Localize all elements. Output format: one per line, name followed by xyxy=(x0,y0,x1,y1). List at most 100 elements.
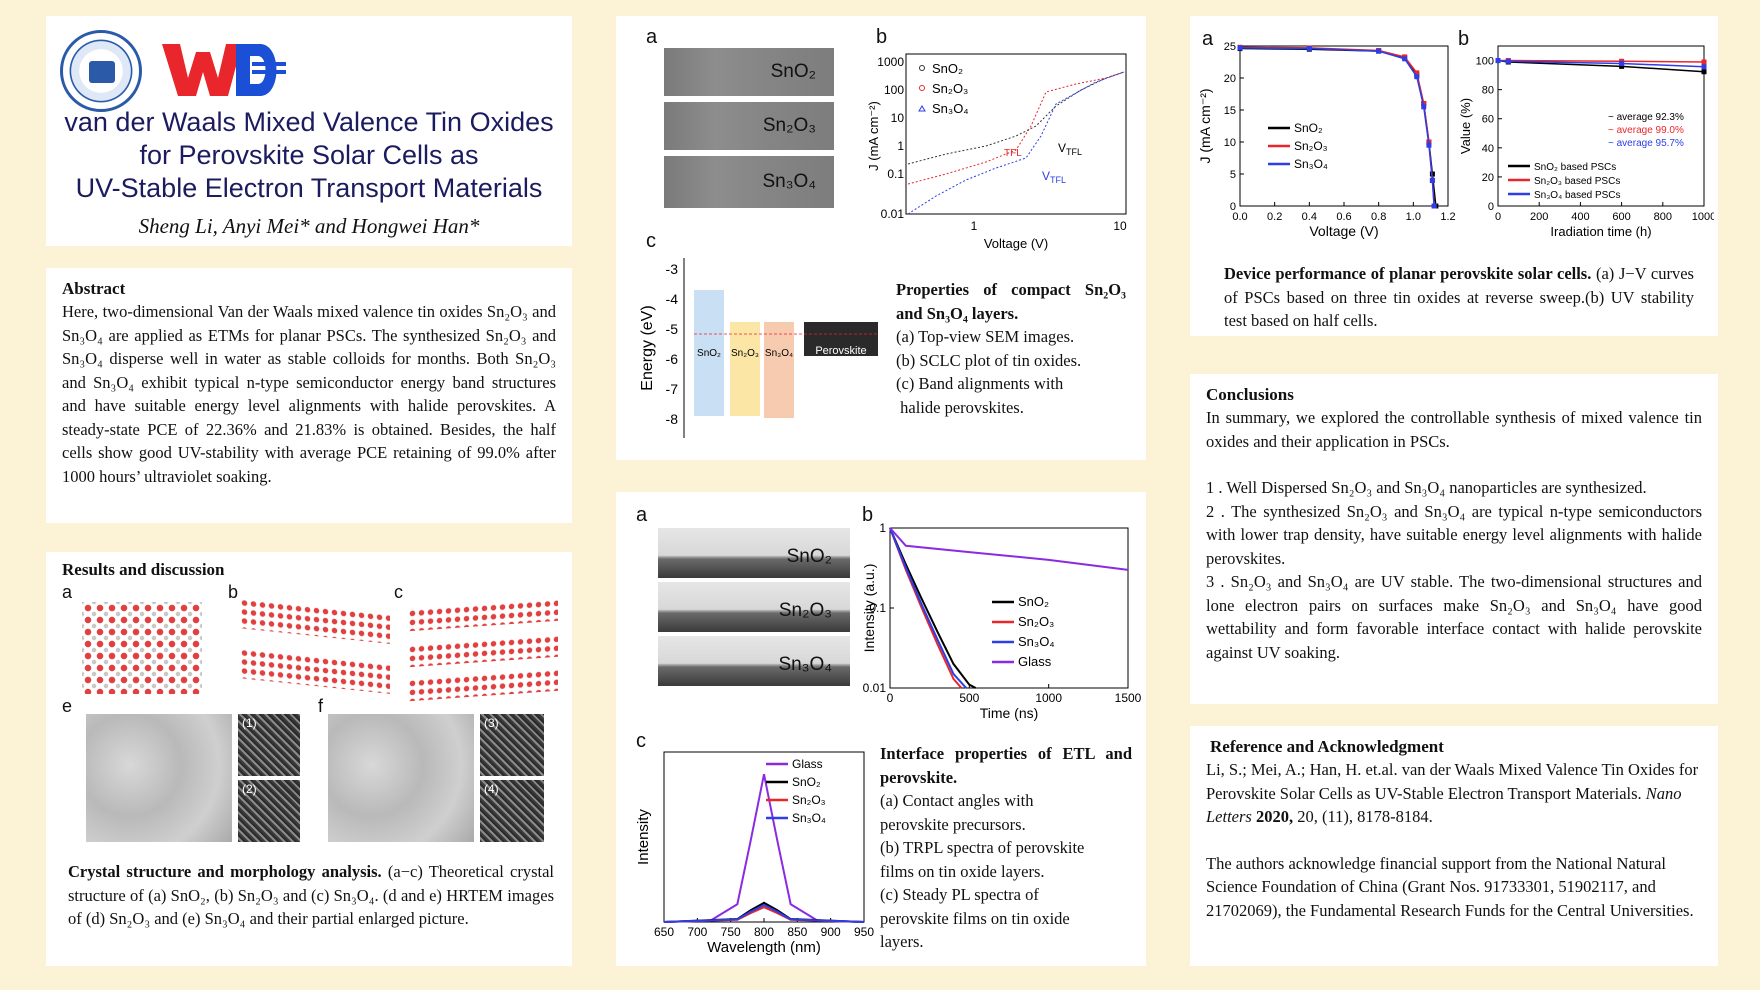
legend-label: SnO₂ based PSCs xyxy=(1534,162,1616,173)
legend-label: Sn₃O₄ xyxy=(1018,634,1055,649)
contact-angle-image: Sn₂O₃ xyxy=(658,582,850,632)
panel-label: c xyxy=(646,230,656,252)
data-point xyxy=(1402,56,1408,62)
caption-line: (b) TRPL spectra of perovskite xyxy=(880,838,1085,857)
svg-text:0.01: 0.01 xyxy=(881,207,905,221)
data-point xyxy=(1619,60,1625,66)
x-axis-label: Time (ns) xyxy=(980,705,1039,721)
y-tick-label: 60 xyxy=(1482,114,1494,126)
y-tick-label: 15 xyxy=(1224,105,1236,117)
data-point xyxy=(1701,64,1707,70)
caption-line: films on tin oxide layers. xyxy=(880,861,1045,881)
caption-line: layers. xyxy=(880,932,924,951)
legend-label: Sn₃O₄ xyxy=(792,811,826,825)
caption-line: perovskite films on tin oxide xyxy=(880,908,1070,928)
hrtem-inset: (1) xyxy=(238,714,300,776)
caption-title: Device performance of planar perovskite … xyxy=(1224,264,1592,283)
svg-text:10: 10 xyxy=(891,111,905,125)
university-seal-logo xyxy=(60,30,142,112)
x-tick-label: 650 xyxy=(654,925,674,939)
abstract-panel: Abstract Here, two-dimensional Van der W… xyxy=(46,268,572,523)
legend-label: SnO₂ xyxy=(792,775,821,789)
abstract-text: Here, two-dimensional Van der Waals mixe… xyxy=(62,302,556,486)
x-tick-label: 700 xyxy=(687,925,707,939)
svg-text:1: 1 xyxy=(897,139,904,153)
x-tick-label: 850 xyxy=(787,925,807,939)
panel-label: b xyxy=(876,26,888,48)
sem-image: Sn₂O₃ xyxy=(664,102,834,150)
svg-text:J (mA cm⁻²): J (mA cm⁻²) xyxy=(866,101,881,171)
title-line: van der Waals Mixed Valence Tin Oxides xyxy=(64,107,554,137)
series-line xyxy=(889,527,977,689)
hrtem-inset: (4) xyxy=(480,780,544,842)
caption-title: Interface properties of ETL and perovski… xyxy=(880,744,1132,787)
x-tick-label: 600 xyxy=(1612,211,1630,223)
x-tick-label: 900 xyxy=(821,925,841,939)
legend-label: Glass xyxy=(1018,654,1052,669)
svg-text:-3: -3 xyxy=(666,261,679,277)
title-line: for Perovskite Solar Cells as xyxy=(139,140,479,170)
series-line xyxy=(1239,46,1435,207)
panel-label: a xyxy=(636,504,648,526)
caption-line: (c) Steady PL spectra of xyxy=(880,885,1039,904)
x-tick-label: 1.2 xyxy=(1440,211,1455,223)
panel-label: c xyxy=(636,730,646,752)
data-point xyxy=(1505,58,1511,64)
caption-title: Properties of compact Sn₂O₃ and Sn₃O₄ la… xyxy=(896,280,1126,323)
trpl-chart: 0 500 1000 1500 1 0.1 0.01 Time (ns) Intensity (… xyxy=(862,521,1142,721)
poster-title: van der Waals Mixed Valence Tin Oxides f… xyxy=(46,106,572,205)
acknowledgment: The authors acknowledge financial suppor… xyxy=(1206,853,1694,920)
x-tick-label: 0 xyxy=(1495,211,1501,223)
device-caption: Device performance of planar perovskite … xyxy=(1224,262,1694,333)
panel-label: a xyxy=(1202,28,1214,50)
authors: Sheng Li, Anyi Mei* and Hongwei Han* xyxy=(138,214,480,238)
svg-text:Sn₃O₄: Sn₃O₄ xyxy=(765,348,793,359)
svg-text:10: 10 xyxy=(1113,219,1127,233)
x-tick-label: 800 xyxy=(1654,211,1672,223)
panel-label: e xyxy=(62,696,73,716)
svg-text:VTFL: VTFL xyxy=(1042,169,1066,185)
data-point xyxy=(1431,203,1437,209)
jv-chart: 0.0 0.2 0.4 0.6 0.8 1.0 1.2 0 5 10 15 20 25 Voltage (… xyxy=(1198,41,1456,239)
series-line xyxy=(889,527,1129,571)
pl-chart: 650 700 750 800 850 900 950 Wavelength (nm) Inte… xyxy=(636,751,874,956)
y-axis-label: Intensity xyxy=(636,809,652,865)
y-tick-label: 80 xyxy=(1482,85,1494,97)
x-tick-label: 0.8 xyxy=(1371,211,1386,223)
y-tick-label: 5 xyxy=(1230,169,1236,181)
sem-image: SnO₂ xyxy=(664,48,834,96)
x-tick-label: 0 xyxy=(887,691,894,705)
svg-text:SnO₂: SnO₂ xyxy=(697,348,721,359)
x-axis-label: Iradiation time (h) xyxy=(1550,224,1651,239)
y-tick-label: 10 xyxy=(1224,137,1236,149)
sem-image: Sn₃O₄ xyxy=(664,156,834,208)
wd-brand-logo xyxy=(158,38,286,102)
svg-text:Sn₃O₄: Sn₃O₄ xyxy=(932,101,969,116)
svg-text:TFL: TFL xyxy=(1004,148,1022,159)
legend-label: Sn₂O₃ xyxy=(1294,139,1328,153)
data-point xyxy=(1619,63,1625,69)
svg-text:Perovskite: Perovskite xyxy=(815,345,866,357)
data-point xyxy=(1306,46,1312,52)
x-tick-label: 0.6 xyxy=(1336,211,1351,223)
data-point xyxy=(1426,142,1432,148)
hrtem-inset: (2) xyxy=(238,780,300,842)
svg-text:VTFL: VTFL xyxy=(1058,141,1082,157)
data-point xyxy=(1421,104,1427,110)
interface-caption: Interface properties of ETL and perovski… xyxy=(880,742,1132,954)
svg-text:Sn₂O₃: Sn₂O₃ xyxy=(932,81,968,96)
y-tick-label: 1 xyxy=(879,521,886,535)
caption-text: (a) J−V curves of PSCs based on three ti… xyxy=(1224,264,1694,330)
data-point xyxy=(1414,70,1420,76)
uv-stability-chart: 0 200 400 600 800 1000 0 20 40 60 80 100 Iradiation … xyxy=(1458,45,1714,239)
contact-angle-image: Sn₃O₄ xyxy=(658,636,850,686)
band-alignment: -3 -4 -5 -6 -7 -8 Energy (eV) SnO₂ Sn₂O₃… xyxy=(640,258,878,438)
svg-text:-6: -6 xyxy=(666,351,679,367)
data-point xyxy=(1495,58,1501,64)
panel-label: a xyxy=(62,582,73,602)
hrtem-inset: (3) xyxy=(480,714,544,776)
data-point xyxy=(1701,69,1707,75)
stability-note: ~ average 92.3% xyxy=(1608,112,1684,123)
x-axis-label: Wavelength (nm) xyxy=(707,939,821,956)
y-axis-label: Value (%) xyxy=(1458,98,1473,154)
